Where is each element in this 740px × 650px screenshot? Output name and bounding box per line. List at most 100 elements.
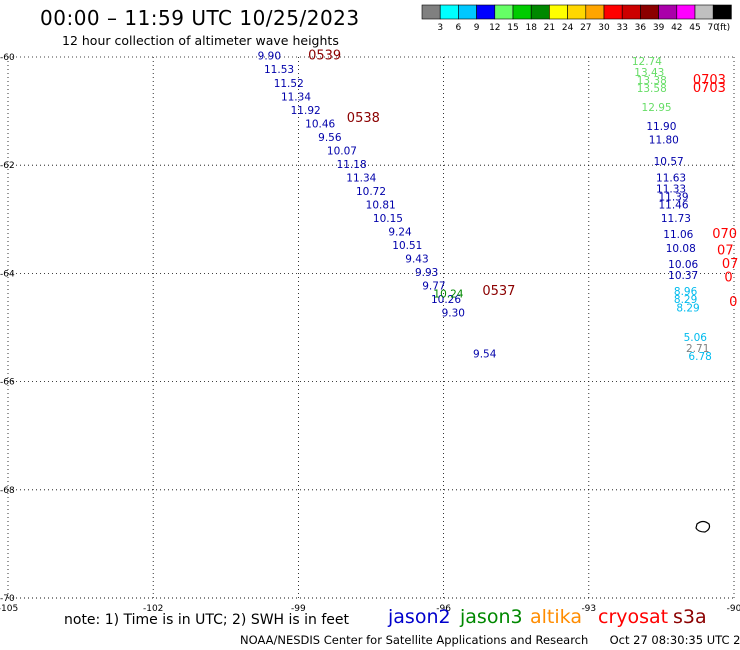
- units-note: note: 1) Time is in UTC; 2) SWH is in fe…: [64, 612, 350, 628]
- map-subtitle: 12 hour collection of altimeter wave hei…: [62, 33, 339, 48]
- longitude-tick-label: -105: [0, 604, 18, 614]
- legend-cryosat: cryosat: [598, 606, 669, 628]
- colorbar-label: 30: [598, 23, 610, 33]
- wave-height-value: 11.06: [663, 229, 693, 241]
- footer-source: NOAA/NESDIS Center for Satellite Applica…: [240, 633, 589, 647]
- track-time-label: 07: [717, 243, 734, 258]
- latitude-tick-label: -70: [0, 594, 15, 604]
- track-time-label: 0539: [308, 49, 341, 64]
- wave-height-value: 10.37: [668, 270, 698, 282]
- wave-height-value: 10.72: [356, 186, 386, 198]
- longitude-tick-label: -102: [143, 604, 163, 614]
- wave-height-value: 2.71: [686, 343, 709, 355]
- wave-height-value: 10.06: [668, 259, 698, 271]
- longitude-tick-label: -90: [727, 604, 740, 614]
- wave-height-value: 9.43: [405, 254, 428, 266]
- track-time-label: 0703: [693, 81, 726, 96]
- wave-height-value: 8.96: [674, 286, 698, 298]
- wave-height-points: 9.9011.5311.5211.3411.9210.469.5610.0711…: [258, 51, 712, 363]
- wave-height-value: 11.18: [337, 159, 367, 171]
- colorbar-label: 21: [544, 23, 555, 33]
- wave-height-value: 9.93: [415, 267, 438, 279]
- longitude-tick-label: -93: [581, 604, 596, 614]
- longitude-tick-label: -96: [436, 604, 451, 614]
- colorbar-swatch: [549, 4, 568, 20]
- wave-height-value: 11.34: [281, 91, 311, 103]
- wave-height-value: 11.34: [346, 172, 376, 184]
- track-time-label: 070: [712, 227, 737, 242]
- wave-height-value: 11.39: [658, 191, 688, 203]
- colorbar-label: 6: [456, 23, 462, 33]
- colorbar-swatch: [476, 4, 496, 20]
- colorbar-label: 27: [580, 23, 591, 33]
- track-time-label: 07: [722, 257, 739, 272]
- legend-altika: altika: [530, 606, 582, 628]
- wave-height-value: 11.52: [274, 78, 304, 90]
- island-outline-icon: [695, 520, 711, 533]
- wave-height-value: 9.56: [318, 132, 342, 144]
- colorbar-label: 3: [437, 23, 443, 33]
- colorbar-label: 33: [616, 23, 627, 33]
- colorbar-swatch: [567, 4, 587, 20]
- wave-height-value: 11.63: [656, 172, 686, 184]
- colorbar-swatch: [421, 4, 441, 20]
- wave-height-value: 11.80: [649, 135, 679, 147]
- map-title: 00:00 – 11:59 UTC 10/25/2023: [40, 6, 360, 30]
- track-time-label: 0: [724, 271, 732, 286]
- wave-height-value: 6.78: [688, 351, 711, 363]
- wave-height-value: 11.53: [264, 64, 294, 76]
- colorbar-swatch: [494, 4, 514, 20]
- latitude-tick-label: -68: [0, 486, 15, 496]
- colorbar-label: 42: [671, 23, 682, 33]
- axis-tick-labels: -60 -62 -64 -66 -68 -70-105 -102 -99 -96 -93 -90: [0, 53, 740, 614]
- wave-height-value: 13.58: [637, 83, 667, 95]
- longitude-tick-label: -99: [291, 604, 306, 614]
- wave-height-value: 5.06: [684, 332, 708, 344]
- latitude-tick-label: -64: [0, 269, 15, 279]
- colorbar-swatch: [676, 4, 696, 20]
- colorbar-label: 39: [653, 23, 665, 33]
- map-grid: [7, 56, 735, 599]
- wave-height-value: 12.74: [632, 56, 662, 68]
- colorbar-label: 36: [635, 23, 647, 33]
- colorbar-swatch: [603, 4, 623, 20]
- wave-height-value: 9.30: [442, 308, 465, 320]
- colorbar-label: 45: [689, 23, 700, 33]
- latitude-tick-label: -66: [0, 378, 15, 388]
- colorbar-swatch: [585, 4, 605, 20]
- wave-height-value: 8.29: [676, 302, 699, 314]
- colorbar-swatch: [458, 4, 477, 20]
- track-time-label: 0538: [347, 111, 380, 126]
- wave-height-value: 13.38: [637, 75, 667, 87]
- wave-height-value: 10.51: [392, 240, 422, 252]
- colorbar-swatch: [530, 4, 550, 20]
- colorbar-legend: 3 6 9 12 15 18 21 24 27 30 33 36 39 42 45 70(ft): [421, 4, 732, 33]
- colorbar-label: 9: [474, 23, 480, 33]
- wave-height-value: 10.26: [431, 294, 461, 306]
- wave-height-value: 11.90: [646, 121, 676, 133]
- wave-height-value: 13.43: [634, 67, 664, 79]
- wave-height-value: 9.24: [388, 227, 412, 239]
- colorbar-swatch: [621, 4, 641, 20]
- legend-s3a: s3a: [673, 606, 707, 628]
- wave-height-value: 11.73: [661, 213, 691, 225]
- wave-height-value: 9.54: [473, 348, 497, 360]
- wave-height-value: 10.24: [433, 289, 463, 301]
- wave-height-value: 12.95: [642, 102, 672, 114]
- track-time-label: 0703: [693, 73, 726, 88]
- wave-height-value: 9.90: [258, 51, 281, 63]
- colorbar-label: 18: [525, 23, 537, 33]
- colorbar-swatch: [712, 4, 732, 20]
- source-footer: NOAA/NESDIS Center for Satellite Applica…: [240, 633, 740, 647]
- footer-timestamp: Oct 27 08:30:35 UTC 2023: [609, 633, 740, 647]
- track-time-label: 0537: [482, 284, 515, 299]
- colorbar-label: 15: [507, 23, 518, 33]
- colorbar-swatch: [640, 4, 659, 20]
- colorbar-swatch: [439, 4, 459, 20]
- colorbar-swatch: [512, 4, 532, 20]
- wave-height-value: 10.07: [327, 145, 357, 157]
- wave-height-value: 9.77: [422, 281, 445, 293]
